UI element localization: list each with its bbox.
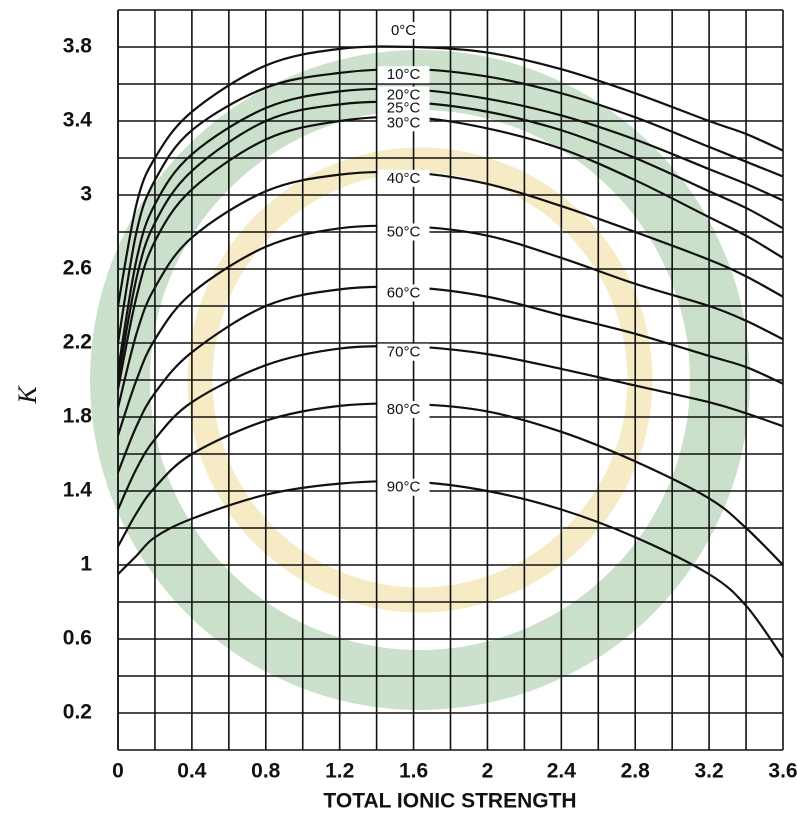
series-label: 0°C (391, 22, 416, 39)
series-label: 90°C (387, 479, 421, 496)
x-tick-label: 1.2 (325, 760, 354, 783)
y-tick-label: 0.6 (63, 627, 92, 650)
series-label: 50°C (387, 223, 421, 240)
y-tick-label: 1 (80, 553, 92, 576)
series-label: 40°C (387, 170, 421, 187)
y-tick-label: 3 (80, 183, 92, 206)
y-tick-label: 2.2 (63, 331, 92, 354)
y-tick-label: 1.8 (63, 405, 93, 428)
x-tick-label: 3.2 (695, 760, 724, 783)
x-tick-label: 1.6 (399, 760, 428, 783)
series-label: 60°C (387, 284, 421, 301)
series-label: 10°C (387, 66, 421, 83)
series-label: 30°C (387, 114, 421, 131)
x-tick-label: 2.8 (621, 760, 651, 783)
x-tick-label: 0.8 (251, 760, 281, 783)
x-tick-label: 0.4 (177, 760, 207, 783)
y-tick-label: 3.8 (63, 35, 93, 58)
y-tick-label: 0.2 (63, 701, 92, 724)
y-axis-title: K (13, 385, 42, 405)
y-tick-label: 2.6 (63, 257, 92, 280)
chart: K TOTAL IONIC STRENGTH 0 0.4 0.8 1.2 1.6 2 2.4… (0, 0, 797, 818)
x-axis-title: TOTAL IONIC STRENGTH (323, 790, 576, 813)
x-tick-label: 2 (482, 760, 494, 783)
x-tick-label: 2.4 (547, 760, 577, 783)
y-tick-label: 1.4 (63, 479, 93, 502)
x-tick-label: 3.6 (768, 760, 797, 783)
series-label: 70°C (387, 344, 421, 361)
x-tick-label: 0 (112, 760, 124, 783)
series-label: 80°C (387, 401, 421, 418)
y-tick-label: 3.4 (63, 109, 93, 132)
